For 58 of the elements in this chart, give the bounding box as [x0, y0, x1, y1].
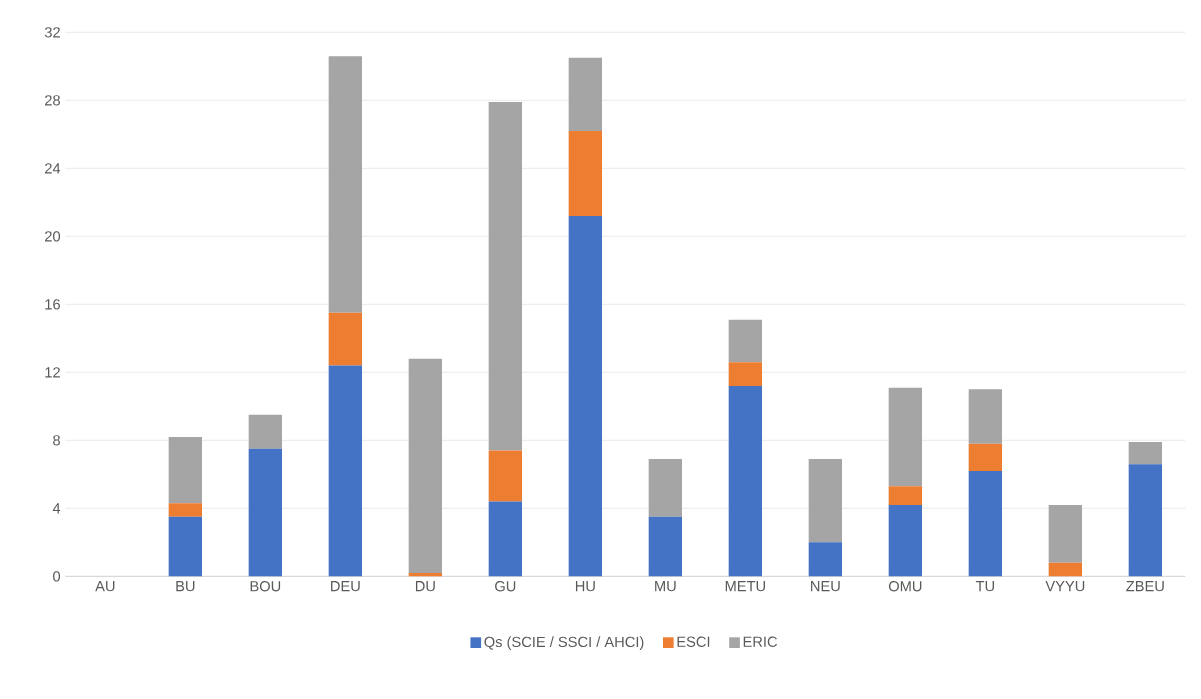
bar	[568, 215, 603, 577]
bar	[808, 459, 843, 543]
bar	[168, 436, 202, 504]
x-tick-label: HU	[575, 581, 595, 592]
bar	[888, 486, 923, 505]
x-tick-label: METU	[725, 581, 765, 592]
bar	[728, 319, 763, 363]
y-tick-label: 8	[53, 435, 60, 446]
x-tick-label: MU	[655, 581, 676, 592]
bar	[728, 385, 763, 577]
bar	[488, 450, 523, 502]
bar	[328, 365, 363, 577]
x-tick-label: ZBEU	[1126, 581, 1164, 592]
x-tick-label: DU	[415, 581, 435, 592]
bar	[408, 358, 443, 573]
bar	[1048, 504, 1083, 563]
bar	[248, 448, 282, 577]
y-tick-label: 16	[45, 299, 60, 310]
y-tick-label: 0	[53, 571, 61, 582]
legend-label: Qs (SCIE / SSCI / AHCI)	[484, 636, 644, 650]
bar	[488, 501, 523, 577]
bar	[888, 387, 923, 487]
y-tick-label: 12	[45, 367, 60, 378]
bar	[808, 542, 843, 577]
legend-label: ESCI	[677, 636, 710, 647]
bar	[968, 389, 1003, 444]
x-tick-label: DEU	[331, 581, 360, 592]
bar	[1048, 562, 1083, 577]
y-tick-label: 20	[45, 231, 61, 242]
bar	[248, 414, 282, 449]
bar	[328, 56, 363, 313]
bar	[1128, 442, 1163, 465]
bar	[568, 57, 603, 131]
bar	[168, 516, 202, 577]
y-tick-label: 32	[44, 27, 60, 38]
bar	[488, 102, 523, 451]
x-tick-label: OMU	[888, 581, 922, 592]
y-tick-label: 28	[45, 95, 60, 106]
bar	[328, 312, 363, 366]
x-tick-label: TU	[975, 581, 994, 592]
bar	[728, 362, 763, 386]
y-tick-label: 4	[52, 503, 61, 514]
bar	[168, 503, 202, 517]
bar	[968, 443, 1003, 471]
x-tick-label: BU	[176, 581, 195, 592]
bar	[1128, 464, 1163, 577]
x-tick-label: NEU	[811, 581, 840, 592]
x-tick-label: VYYU	[1045, 581, 1085, 592]
legend-label: ERIC	[743, 636, 778, 647]
x-tick-label: BOU	[250, 581, 281, 592]
x-tick-label: GU	[495, 581, 516, 592]
y-tick-label: 24	[45, 163, 61, 174]
bar	[888, 504, 923, 577]
bar	[648, 459, 683, 517]
x-tick-label: AU	[95, 581, 115, 592]
bar	[968, 470, 1003, 577]
bar	[648, 516, 683, 577]
bar	[568, 130, 603, 216]
